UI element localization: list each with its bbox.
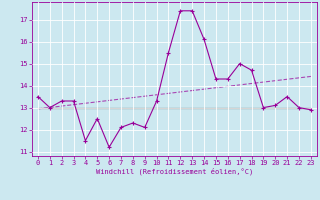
X-axis label: Windchill (Refroidissement éolien,°C): Windchill (Refroidissement éolien,°C) [96, 168, 253, 175]
